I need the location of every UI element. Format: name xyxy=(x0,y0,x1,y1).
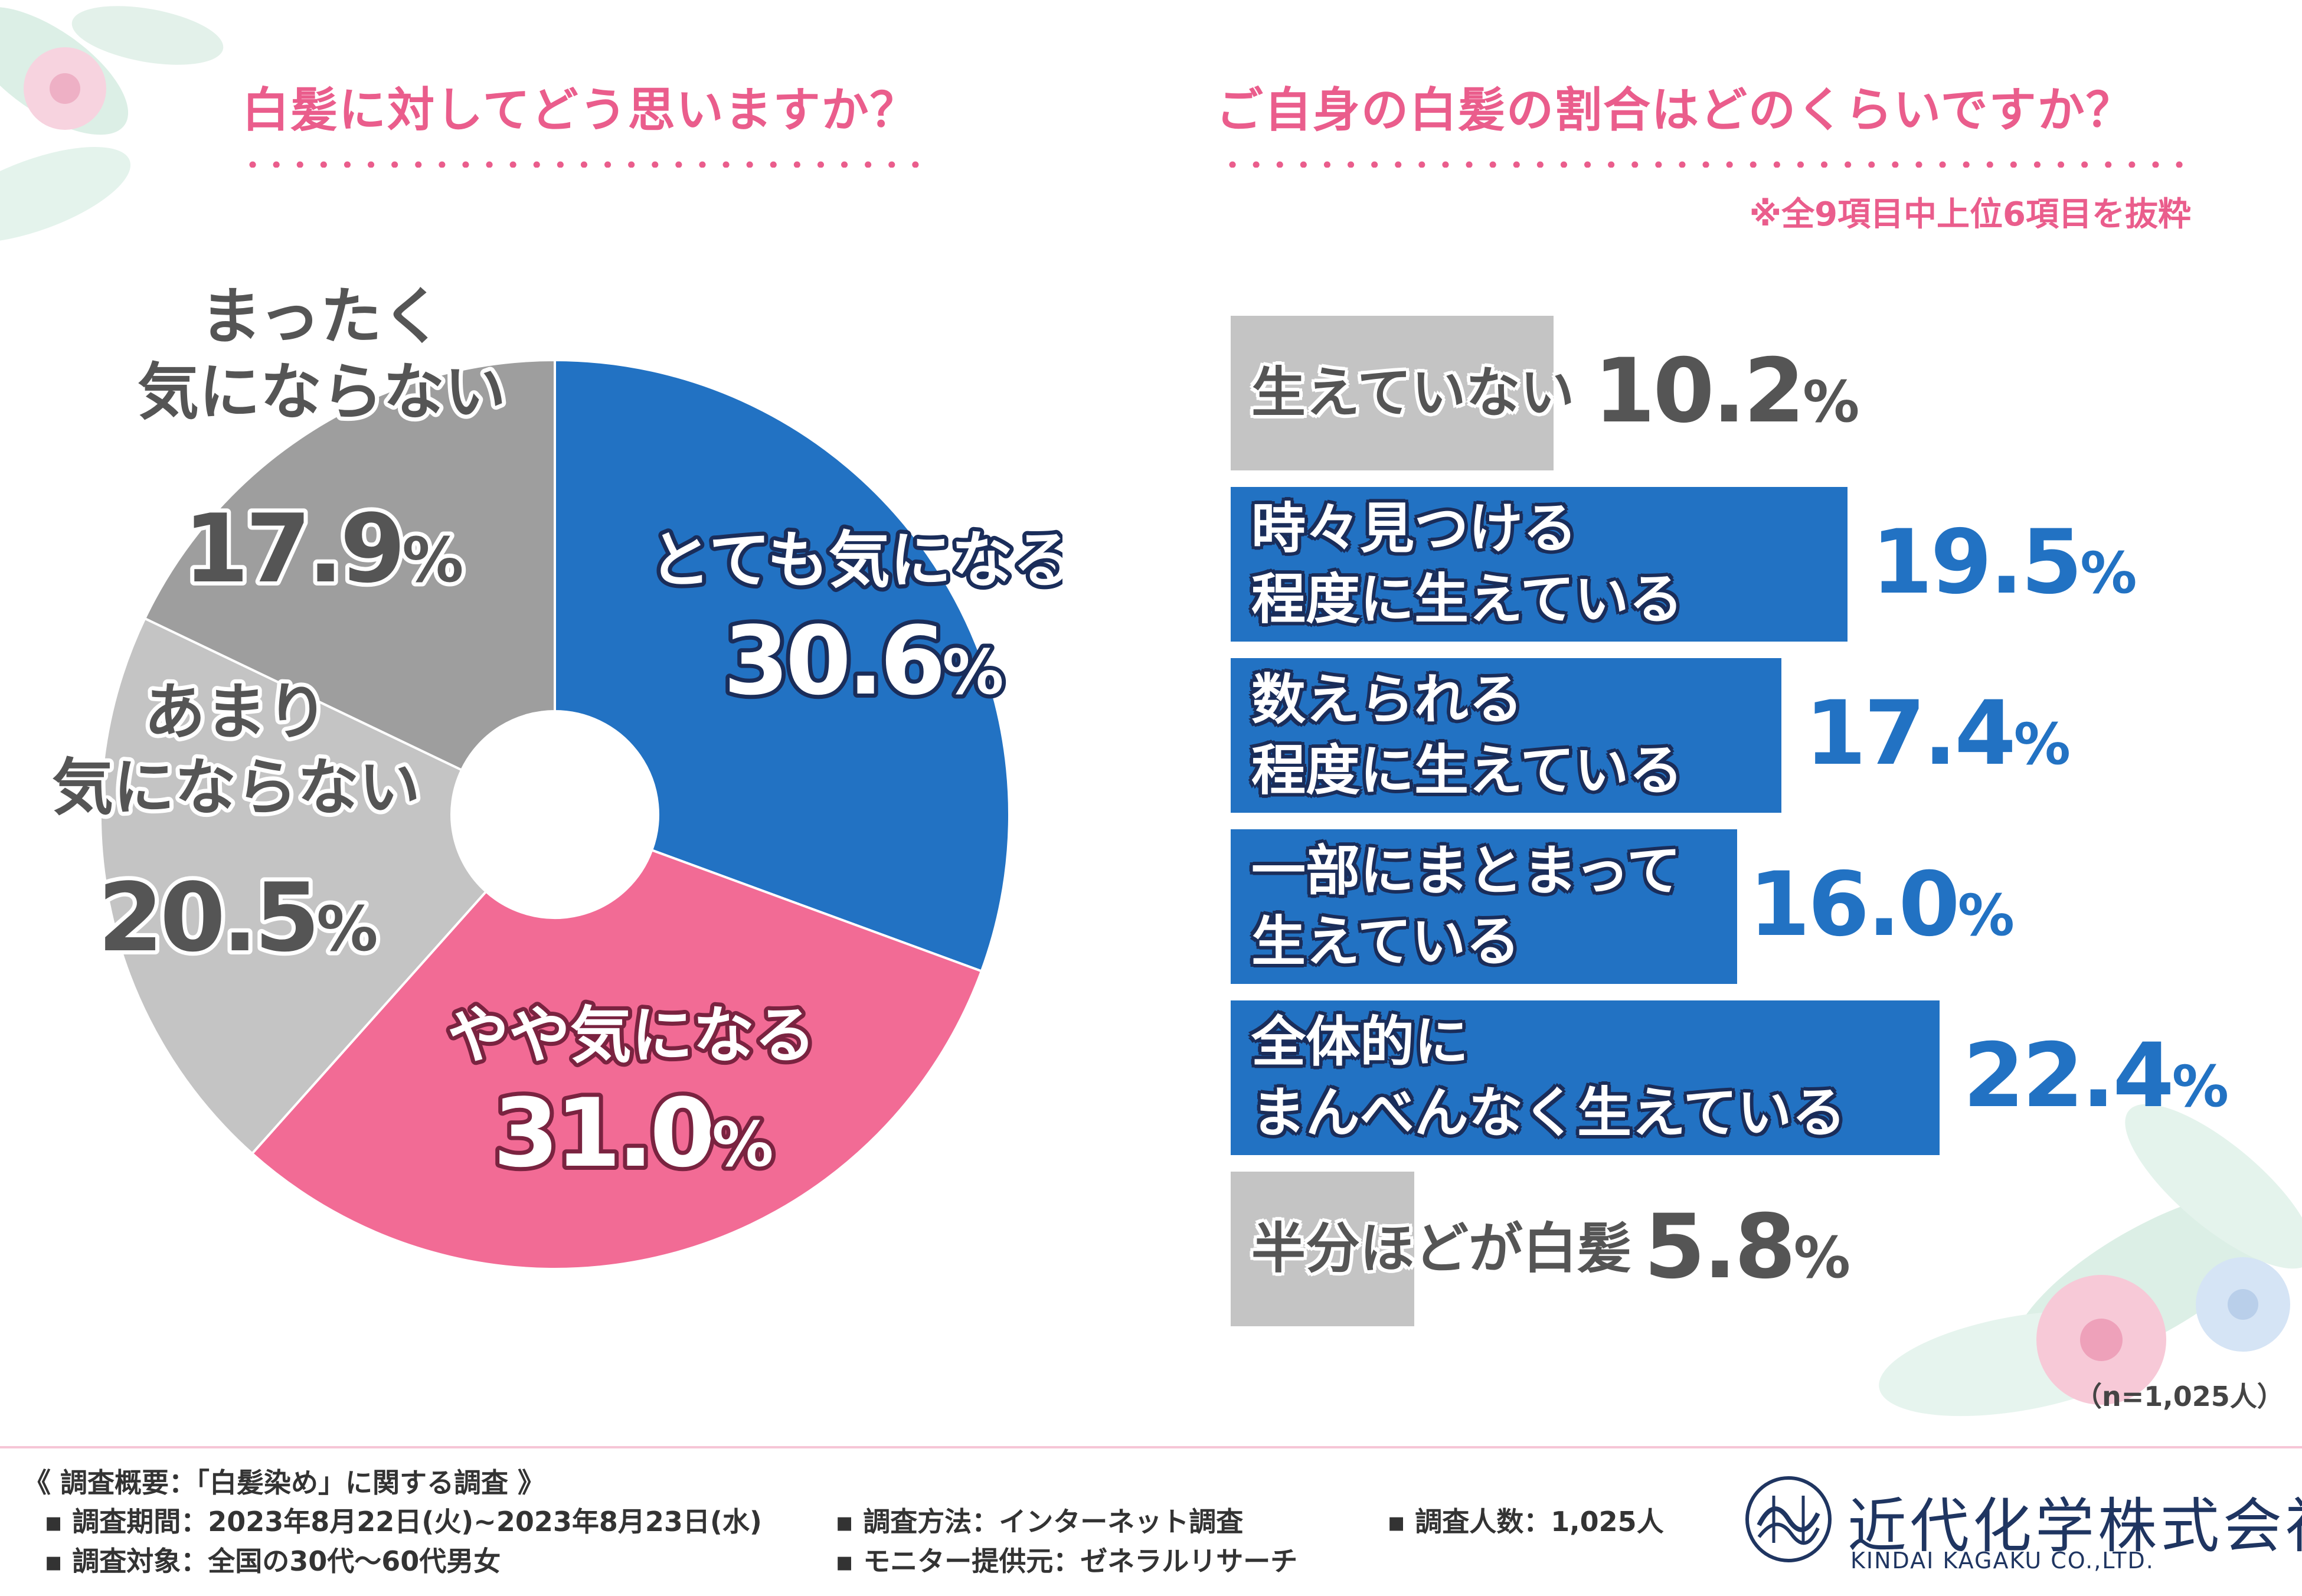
survey-footer: 《 調査概要：「白髪染め」に関する調査 》 ▪ 調査期間：2023年8月22日(… xyxy=(0,1446,2302,1596)
pie-value-4: 17.9% xyxy=(184,493,462,604)
bar-label-6: 半分ほどが白髪 xyxy=(1251,1217,1632,1280)
survey-period: ▪ 調査期間：2023年8月22日(火)~2023年8月23日(水) xyxy=(44,1506,762,1538)
bar-label-5: 全体的に まんべんなく生えている xyxy=(1251,1010,1846,1144)
leaf-decoration-top-left xyxy=(0,6,224,243)
pie-value-2: 31.0% xyxy=(493,1078,772,1188)
bar-4 xyxy=(1231,829,1737,984)
bar-value-4: 16.0% xyxy=(1748,853,2015,956)
bar-chart-note: ※全9項目中上位6項目を抜粋 xyxy=(1749,195,2191,234)
company-logo-icon xyxy=(1745,1476,1832,1562)
bar-5 xyxy=(1231,1000,1940,1155)
slice-very-concerned xyxy=(554,358,1011,973)
pie-value-1: 30.6% xyxy=(724,606,1002,716)
title-dots-divider-right xyxy=(1229,161,2195,168)
bar-label-3: 数えられる 程度に生えている xyxy=(1251,668,1683,802)
survey-method: ▪ 調査方法：インターネット調査 xyxy=(835,1506,1244,1538)
bar-label-4: 一部にまとまって 生えている xyxy=(1251,839,1681,973)
survey-target: ▪ 調査対象：全国の30代～60代男女 xyxy=(44,1545,501,1577)
bar-value-1: 10.2% xyxy=(1594,340,1859,443)
survey-monitor: ▪ モニター提供元：ゼネラルリサーチ xyxy=(835,1545,1298,1577)
bar-3 xyxy=(1231,658,1781,813)
bar-1 xyxy=(1231,316,1554,470)
bar-label-1: 生えていない xyxy=(1251,361,1575,424)
pie-label-4: まったく気にならない xyxy=(138,280,506,428)
sample-size-note: （n=1,025人） xyxy=(2075,1381,2284,1412)
company-name-en: KINDAI KAGAKU CO.,LTD. xyxy=(1850,1548,2154,1574)
bar-chart-title: ご自身の白髪の割合はどのくらいですか？ xyxy=(1216,83,2134,138)
survey-heading: 《 調査概要：「白髪染め」に関する調査 》 xyxy=(24,1467,545,1499)
pie-value-3: 20.5% xyxy=(98,862,377,973)
pie-chart-title: 白髪に対してどう思いますか？ xyxy=(242,83,918,138)
company-name: 近代化学株式会社 xyxy=(1848,1492,2302,1561)
bar-value-3: 17.4% xyxy=(1804,682,2071,785)
bar-2 xyxy=(1231,487,1848,642)
slice-not-at-all-concerned xyxy=(143,358,556,772)
bar-6 xyxy=(1231,1172,1414,1326)
pie-label-1: とても気になる xyxy=(649,524,1062,596)
bar-value-5: 22.4% xyxy=(1963,1025,2229,1127)
bar-value-2: 19.5% xyxy=(1871,511,2137,614)
slice-somewhat-concerned xyxy=(250,848,983,1270)
survey-count: ▪ 調査人数：1,025人 xyxy=(1387,1506,1664,1538)
slice-not-very-concerned xyxy=(99,617,488,1156)
flower-decoration-bottom-right xyxy=(1879,1104,2302,1417)
bar-label-2: 時々見つける 程度に生えている xyxy=(1251,497,1683,631)
bar-value-6: 5.8% xyxy=(1644,1196,1850,1299)
pie-label-2: やや気になる xyxy=(447,999,816,1071)
pie-label-3: あまり気にならない xyxy=(52,676,420,823)
